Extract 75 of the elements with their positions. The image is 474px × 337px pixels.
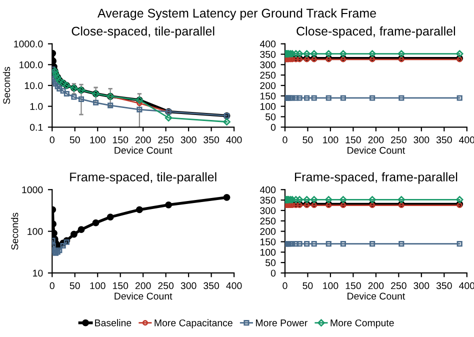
x-tick-label: 350	[204, 136, 220, 144]
y-tick-label: 200	[260, 228, 276, 235]
x-tick-label: 350	[204, 282, 220, 290]
x-tick-label: 100	[90, 136, 106, 144]
y-tick-label: 100.0	[20, 61, 43, 68]
y-tick-label: 1000	[22, 186, 43, 194]
legend-label: More Power	[256, 320, 308, 326]
x-tick-label: 0	[282, 282, 288, 290]
y-tick-label: 300	[260, 61, 276, 68]
y-tick-label: 0	[270, 124, 276, 131]
chart-subtitle: Close-spaced, tile-parallel	[72, 26, 214, 38]
x-tick-label: 100	[323, 282, 338, 290]
x-tick-label: 150	[346, 282, 361, 290]
x-tick-label: 150	[112, 282, 128, 290]
y-tick-label: 250	[260, 218, 276, 225]
x-axis-title: Device Count	[114, 292, 172, 300]
x-tick-label: 300	[180, 136, 196, 144]
x-tick-label: 50	[70, 136, 80, 144]
x-tick-label: 50	[302, 282, 313, 290]
y-tick-label: 300	[260, 207, 276, 214]
y-tick-label: 10.0	[24, 82, 43, 90]
x-axis-title: Device Count	[114, 146, 172, 154]
chart-title: Frame-spaced, tile-parallel	[70, 172, 216, 184]
y-tick-label: 0.1	[30, 124, 43, 131]
x-tick-label: 0	[50, 136, 54, 144]
x-tick-label: 200	[368, 136, 384, 144]
x-tick-label: 300	[180, 282, 196, 290]
x-tick-label: 250	[391, 136, 406, 144]
legend-label: More Compute	[330, 319, 394, 328]
x-tick-label: 100	[90, 282, 106, 290]
y-tick-label: 400	[260, 186, 276, 194]
x-tick-label: 400	[226, 282, 242, 290]
chart-title: Frame-spaced, frame-parallel	[294, 172, 458, 184]
y-tick-label: 400	[260, 40, 276, 48]
chart-title: Close-spaced, frame-parallel	[296, 26, 455, 38]
x-tick-label: 0	[50, 282, 54, 290]
x-tick-label: 200	[368, 282, 384, 290]
x-tick-label: 0	[282, 136, 288, 144]
x-axis-title: Device Count	[348, 146, 406, 154]
y-tick-label: 50	[266, 113, 276, 120]
legend-label: Baseline	[95, 319, 132, 326]
y-axis-title: Seconds	[2, 66, 10, 104]
x-tick-label: 150	[112, 136, 128, 144]
chart-title: Average System Latency per Ground Track Frame	[98, 8, 376, 20]
x-axis-title: Device Count	[348, 292, 406, 300]
x-tick-label: 200	[135, 282, 151, 290]
x-tick-label: 100	[323, 136, 338, 144]
y-tick-label: 50	[266, 259, 276, 266]
y-tick-label: 350	[260, 196, 276, 204]
x-tick-label: 350	[436, 136, 452, 144]
x-tick-label: 250	[158, 136, 174, 144]
y-tick-label: 100	[28, 228, 43, 235]
x-tick-label: 50	[70, 282, 80, 290]
y-tick-label: 1000.0	[14, 40, 43, 48]
x-tick-label: 300	[414, 136, 430, 144]
legend-label: More Capacitance	[154, 319, 232, 328]
x-tick-label: 50	[302, 136, 313, 144]
x-tick-label: 150	[346, 136, 361, 144]
y-tick-label: 0	[270, 270, 276, 277]
x-tick-label: 350	[436, 282, 452, 290]
y-tick-label: 100	[260, 248, 276, 256]
y-tick-label: 350	[260, 50, 276, 58]
y-tick-label: 250	[260, 72, 276, 79]
x-tick-label: 400	[226, 136, 242, 144]
y-tick-label: 100	[260, 103, 276, 110]
y-axis-title: Seconds	[11, 212, 18, 250]
x-tick-label: 200	[135, 136, 151, 144]
y-tick-label: 200	[260, 82, 276, 90]
x-tick-label: 250	[158, 282, 174, 290]
x-tick-label: 250	[391, 282, 406, 290]
y-tick-label: 10	[33, 270, 43, 277]
x-tick-label: 300	[414, 282, 430, 290]
y-tick-label: 1.0	[30, 103, 43, 110]
y-tick-label: 150	[260, 238, 276, 246]
y-tick-label: 150	[260, 92, 276, 100]
